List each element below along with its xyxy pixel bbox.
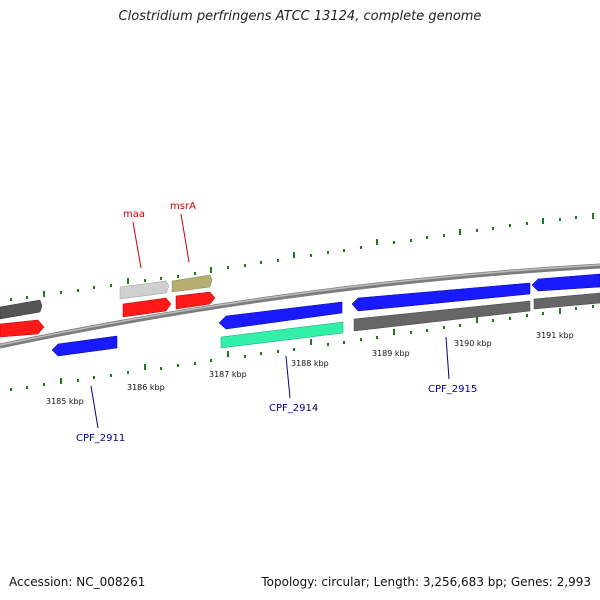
gene-label-maa[interactable]: maa [123, 209, 145, 220]
feature-gray-right[interactable] [353, 300, 531, 332]
leader-CPF_2911 [90, 385, 99, 429]
upper-tick-row [10, 213, 594, 301]
leader-CPF_2914 [285, 355, 291, 399]
scale-label-3190: 3190 kbp [454, 339, 492, 348]
gene-label-CPF_2911[interactable]: CPF_2911 [76, 433, 125, 444]
feature-blue-mid[interactable] [218, 301, 343, 330]
feature-gray-far-right[interactable] [533, 292, 600, 310]
feature-maa-light[interactable] [119, 280, 170, 300]
feature-blue-right[interactable] [531, 273, 600, 292]
scale-label-3188: 3188 kbp [291, 359, 329, 368]
genome-backbone [0, 263, 600, 349]
feature-CPF_2911[interactable] [51, 335, 118, 357]
scale-label-3185: 3185 kbp [46, 397, 84, 406]
genome-summary-text: Topology: circular; Length: 3,256,683 bp… [261, 575, 591, 589]
feature-gray-left[interactable] [0, 299, 43, 320]
accession-text: Accession: NC_008261 [9, 575, 146, 589]
leader-maa [132, 221, 142, 269]
leader-msrA [180, 213, 190, 263]
feature-maa-red[interactable] [122, 297, 172, 318]
leader-CPF_2915 [445, 336, 450, 380]
scale-label-3189: 3189 kbp [372, 349, 410, 358]
scale-label-3191: 3191 kbp [536, 331, 574, 340]
feature-msrA-red[interactable] [175, 291, 216, 310]
gene-label-msrA[interactable]: msrA [170, 201, 196, 212]
scale-label-3187: 3187 kbp [209, 370, 247, 379]
gene-label-CPF_2914[interactable]: CPF_2914 [269, 403, 318, 414]
lower-tick-row [10, 305, 594, 391]
scale-label-3186: 3186 kbp [127, 383, 165, 392]
feature-msrA-khaki[interactable] [171, 274, 213, 293]
feature-CPF_2914[interactable] [220, 321, 344, 349]
gene-label-CPF_2915[interactable]: CPF_2915 [428, 384, 477, 395]
map-title: Clostridium perfringens ATCC 13124, comp… [118, 9, 482, 24]
feature-CPF_2915[interactable] [351, 282, 531, 312]
feature-red-left[interactable] [0, 319, 45, 338]
